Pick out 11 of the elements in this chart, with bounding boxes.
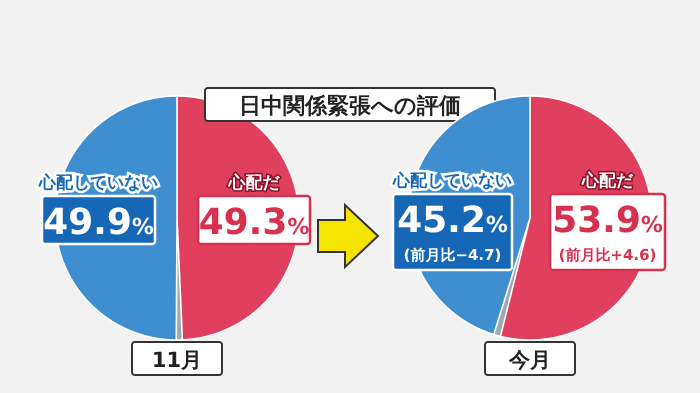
text: (前月比+4.6) bbox=[558, 246, 656, 264]
text: 今月 bbox=[508, 348, 551, 372]
text: (前月比−4.7) bbox=[404, 246, 502, 264]
slice-label: 心配だ bbox=[581, 171, 634, 191]
data-label: 53.9% bbox=[552, 200, 663, 241]
data-label: 49.9% bbox=[43, 202, 154, 243]
text: 11月 bbox=[152, 348, 202, 372]
data-label: 45.2% bbox=[397, 200, 508, 241]
slice-label: 心配だ bbox=[228, 173, 280, 193]
data-label: 49.3% bbox=[198, 202, 310, 243]
chart-title: 日中関係緊張への評価 bbox=[239, 94, 461, 119]
